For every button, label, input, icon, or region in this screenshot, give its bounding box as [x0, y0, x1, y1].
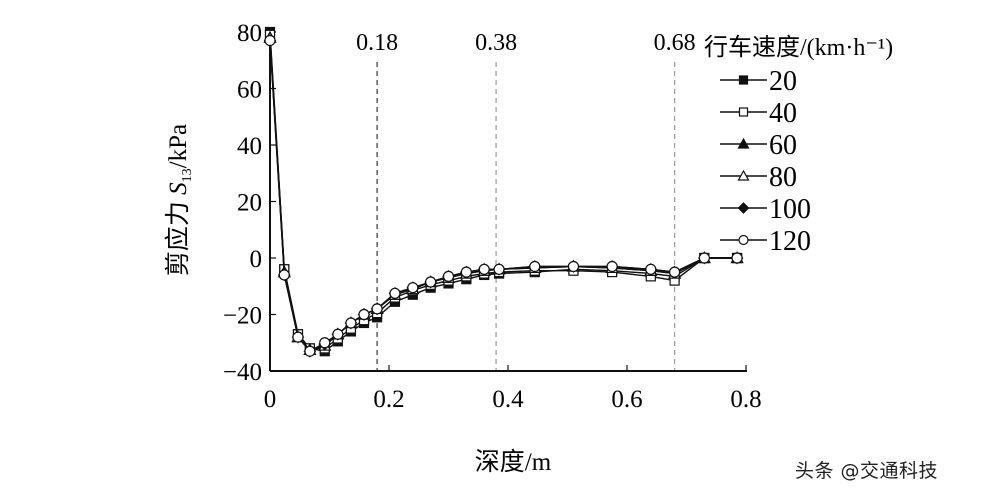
y-tick-label: 80 [237, 20, 262, 47]
reference-lines: 0.18 0.38 0.68 [356, 30, 696, 371]
circle-marker-icon [645, 263, 657, 275]
legend-label: 80 [769, 162, 797, 193]
circle-marker-icon [425, 276, 437, 288]
circle-marker-icon [493, 263, 505, 275]
y-tick-label: 40 [237, 133, 262, 160]
series-20 [264, 26, 743, 357]
circle-marker-icon [529, 260, 541, 273]
legend-item-100: 100 [720, 194, 811, 225]
axes: 0 0.2 0.4 0.6 0.8 −40 −20 0 20 40 60 80 [223, 20, 762, 413]
series-60 [263, 30, 744, 355]
circle-marker-icon [358, 308, 370, 321]
reference-line-label: 0.18 [356, 30, 398, 56]
y-tick-label: 60 [237, 77, 262, 104]
series-line [269, 37, 738, 351]
series-line [269, 34, 738, 350]
series-line [269, 31, 738, 352]
legend-label: 100 [769, 194, 811, 225]
circle-marker-icon [371, 303, 383, 315]
circle-marker-icon [460, 266, 472, 278]
circle-marker-icon [738, 234, 749, 246]
series-80 [263, 30, 744, 355]
circle-marker-icon [698, 252, 710, 264]
circle-marker-icon [345, 317, 357, 329]
data-series [263, 26, 744, 358]
circle-marker-icon [389, 287, 401, 299]
circle-marker-icon [478, 263, 490, 275]
square-marker-icon [738, 107, 749, 117]
legend-label: 40 [769, 98, 797, 129]
circle-marker-icon [332, 328, 344, 340]
square-marker-icon [738, 75, 749, 85]
reference-line-label: 0.38 [475, 30, 517, 56]
legend-item-20: 20 [720, 66, 797, 97]
diamond-marker-icon [737, 202, 750, 214]
legend-item-80: 80 [720, 162, 797, 193]
y-axis-label: 剪应力 S13/kPa [164, 124, 195, 276]
legend-label: 60 [769, 130, 797, 161]
legend-title: 行车速度/(km·h⁻¹) [704, 34, 893, 61]
series-line [269, 40, 738, 353]
x-tick-label: 0.6 [611, 386, 642, 413]
circle-marker-icon [731, 252, 743, 264]
series-120 [264, 34, 743, 357]
legend-label: 20 [769, 66, 797, 97]
x-tick-label: 0.4 [492, 386, 524, 413]
circle-marker-icon [668, 266, 681, 278]
circle-marker-icon [567, 260, 580, 273]
x-tick-label: 0.2 [373, 386, 404, 413]
triangle-marker-icon [737, 169, 750, 181]
circle-marker-icon [319, 337, 331, 349]
series-40 [264, 29, 743, 354]
series-100 [263, 34, 744, 358]
x-tick-label: 0.8 [730, 386, 761, 413]
legend-item-120: 120 [720, 226, 811, 257]
circle-marker-icon [304, 345, 316, 357]
triangle-marker-icon [737, 137, 750, 149]
circle-marker-icon [264, 34, 276, 47]
circle-marker-icon [278, 269, 290, 281]
reference-line-label: 0.68 [654, 30, 696, 56]
legend-item-60: 60 [720, 130, 797, 161]
y-tick-label: −40 [223, 359, 262, 386]
y-tick-label: 20 [237, 190, 262, 217]
circle-marker-icon [292, 331, 304, 343]
x-tick-label: 0 [264, 386, 277, 413]
legend-label: 120 [769, 226, 811, 257]
series-line [269, 37, 738, 351]
circle-marker-icon [407, 282, 419, 294]
y-tick-label: 0 [250, 246, 263, 273]
y-tick-label: −20 [223, 303, 262, 330]
legend-item-40: 40 [720, 98, 797, 129]
circle-marker-icon [606, 260, 618, 273]
x-axis-label: 深度/m [475, 448, 552, 476]
circle-marker-icon [442, 270, 455, 282]
series-line [269, 40, 738, 353]
watermark: 头条 @交通科技 [795, 460, 939, 482]
